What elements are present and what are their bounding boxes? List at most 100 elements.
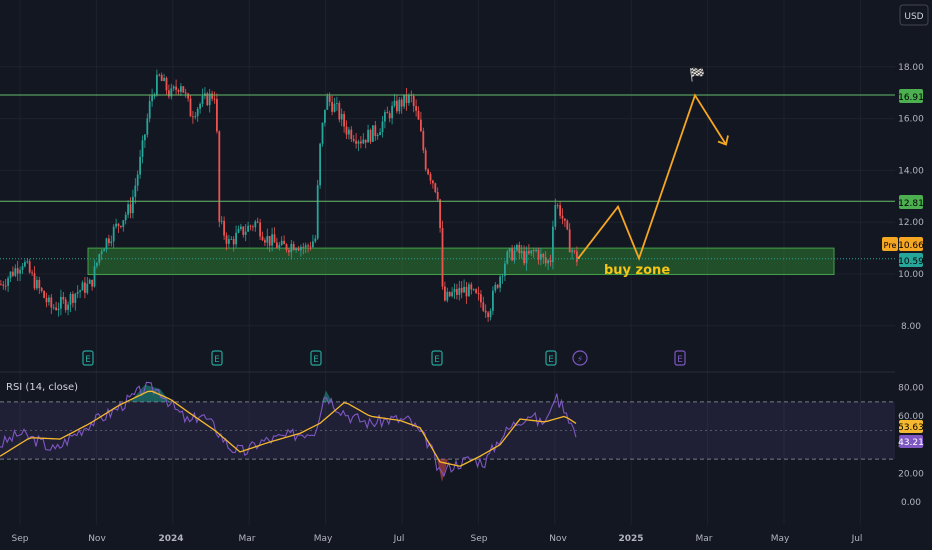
candle-body bbox=[415, 105, 417, 111]
candle-body bbox=[348, 129, 350, 135]
candle-body bbox=[175, 86, 177, 90]
price-tick-label: 16.00 bbox=[898, 115, 924, 125]
candle-body bbox=[316, 185, 319, 239]
candle-body bbox=[213, 98, 216, 100]
candle-body bbox=[463, 286, 465, 293]
candle-body bbox=[21, 266, 24, 270]
earnings-icon[interactable] bbox=[545, 350, 557, 366]
candle-body bbox=[88, 279, 91, 284]
candle-body bbox=[472, 289, 475, 291]
last-price-tag bbox=[899, 253, 923, 267]
candle-body bbox=[249, 225, 252, 227]
earnings-icon[interactable] bbox=[674, 350, 686, 366]
candle-body bbox=[420, 119, 422, 132]
candle-body bbox=[340, 113, 343, 120]
candle-body bbox=[379, 132, 381, 135]
candle-body bbox=[564, 218, 566, 221]
candle-body bbox=[79, 290, 81, 292]
candle-body bbox=[489, 310, 492, 318]
candle-body bbox=[297, 248, 300, 251]
candle-body bbox=[96, 262, 98, 267]
earnings-icon[interactable] bbox=[431, 350, 443, 366]
candle-body bbox=[372, 125, 374, 142]
candle-body bbox=[182, 86, 185, 93]
buy-zone-box[interactable] bbox=[87, 247, 835, 276]
candle-body bbox=[256, 221, 259, 223]
candle-body bbox=[355, 140, 357, 144]
earnings-icon-glyph: E bbox=[214, 355, 220, 365]
rsi-ma-line bbox=[0, 390, 577, 467]
event-markers[interactable]: E E E E E ⚡ E bbox=[82, 350, 686, 366]
candle-body bbox=[264, 240, 266, 243]
earnings-icon-glyph: E bbox=[548, 355, 554, 365]
candle-body bbox=[336, 103, 338, 104]
candle-body bbox=[220, 220, 223, 222]
candle-body bbox=[453, 288, 456, 293]
candle-body bbox=[542, 253, 545, 258]
candle-body bbox=[540, 253, 542, 260]
candle-body bbox=[571, 250, 573, 253]
candle-body bbox=[235, 232, 237, 245]
candle-body bbox=[240, 226, 242, 229]
candle-body bbox=[468, 284, 470, 297]
candle-body bbox=[460, 287, 463, 293]
candle-body bbox=[388, 113, 391, 119]
time-tick-label: Nov bbox=[88, 534, 106, 544]
currency-button[interactable] bbox=[899, 4, 929, 26]
earnings-icon[interactable] bbox=[211, 350, 223, 366]
candle-body bbox=[446, 291, 449, 301]
candle-body bbox=[0, 284, 2, 286]
candle-body bbox=[168, 90, 170, 97]
pre-price-text: 10.66 bbox=[898, 241, 924, 251]
pre-tag bbox=[882, 237, 898, 251]
projection-path[interactable] bbox=[577, 93, 727, 262]
rsi-oversold-area bbox=[437, 459, 448, 482]
rsi-value: 43.21 bbox=[898, 438, 924, 448]
candle-body bbox=[549, 260, 552, 263]
rsi-tick-label: 80.00 bbox=[898, 384, 924, 394]
dividend-icon[interactable] bbox=[572, 350, 588, 366]
candle-body bbox=[69, 294, 72, 305]
candle-body bbox=[48, 297, 50, 303]
candle-body bbox=[566, 220, 569, 230]
candle-body bbox=[412, 96, 415, 106]
candle-body bbox=[62, 296, 65, 300]
earnings-icon[interactable] bbox=[310, 350, 322, 366]
time-tick-label: May bbox=[314, 534, 333, 544]
level-tag-top bbox=[899, 89, 923, 103]
candle-body bbox=[110, 241, 113, 244]
candle-body bbox=[352, 139, 355, 141]
dividend-icon-glyph: ⚡ bbox=[577, 355, 583, 365]
projection-arrowhead bbox=[717, 135, 729, 146]
candle-body bbox=[170, 88, 173, 97]
candle-body bbox=[475, 289, 477, 294]
candle-body bbox=[148, 101, 151, 119]
candle-body bbox=[432, 180, 434, 184]
candle-body bbox=[516, 244, 518, 251]
candle-body bbox=[223, 220, 225, 236]
rsi-title[interactable]: RSI (14, close) bbox=[6, 382, 78, 393]
candle-body bbox=[417, 110, 420, 120]
earnings-icon-glyph: E bbox=[313, 355, 319, 365]
candle-body bbox=[408, 94, 410, 104]
time-axis[interactable]: Sep Nov 2024 Mar May Jul Sep Nov 2025 Mar May Jul bbox=[12, 534, 863, 544]
candle-body bbox=[278, 244, 281, 249]
candle-body bbox=[189, 98, 192, 117]
candle-body bbox=[393, 100, 396, 106]
candle-body bbox=[136, 174, 139, 186]
candle-body bbox=[268, 236, 271, 246]
candle-body bbox=[40, 288, 43, 291]
candle-body bbox=[523, 251, 525, 264]
candle-body bbox=[252, 226, 254, 228]
candle-body bbox=[384, 112, 386, 122]
candle-body bbox=[19, 269, 21, 274]
candle-body bbox=[482, 302, 485, 311]
earnings-icon[interactable] bbox=[82, 350, 94, 366]
price-axis[interactable]: 18.00 16.00 14.00 12.00 10.00 8.00 bbox=[898, 63, 924, 332]
candle-body bbox=[357, 141, 360, 144]
finish-flag-icon: 🏁 bbox=[689, 67, 705, 83]
candle-body bbox=[367, 129, 369, 143]
candle-body bbox=[307, 245, 309, 247]
candle-body bbox=[396, 100, 398, 112]
